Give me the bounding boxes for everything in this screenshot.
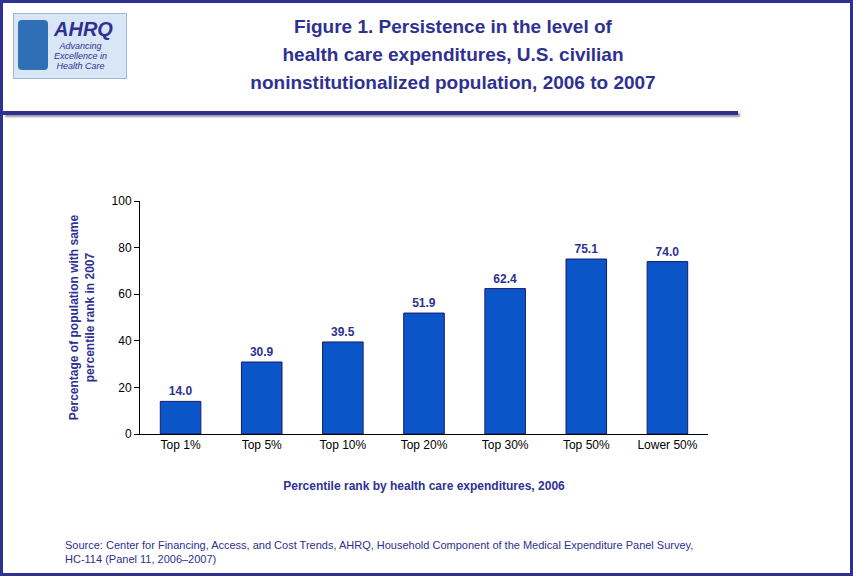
svg-text:Top 5%: Top 5% (242, 438, 282, 452)
svg-text:39.5: 39.5 (331, 325, 355, 339)
svg-text:74.0: 74.0 (656, 245, 680, 259)
svg-text:0: 0 (125, 427, 132, 441)
svg-text:20: 20 (118, 381, 132, 395)
svg-text:60: 60 (118, 287, 132, 301)
svg-text:Top 20%: Top 20% (401, 438, 448, 452)
svg-text:14.0: 14.0 (169, 384, 193, 398)
svg-text:40: 40 (118, 334, 132, 348)
html-text:Figure 1. Persistence in the l: Figure 1. Persistence in the level of he… (250, 16, 656, 93)
svg-text:Top 50%: Top 50% (563, 438, 610, 452)
html-text:AHRQ: AHRQ (54, 18, 113, 40)
svg-text:62.4: 62.4 (493, 272, 517, 286)
svg-text:51.9: 51.9 (412, 296, 436, 310)
svg-text:Percentage of population with: Percentage of population with samepercen… (67, 214, 97, 420)
svg-text:30.9: 30.9 (250, 345, 274, 359)
svg-text:100: 100 (112, 194, 132, 208)
svg-text:Top 10%: Top 10% (320, 438, 367, 452)
svg-text:80: 80 (118, 241, 132, 255)
html-text:Source: Center for Financing,: Source: Center for Financing, Access, an… (65, 539, 694, 565)
svg-text:Percentile rank by health care: Percentile rank by health care expenditu… (283, 479, 565, 493)
html-text:Advancing Excellence in Health: Advancing Excellence in Health Care (54, 41, 107, 71)
svg-text:Lower 50%: Lower 50% (637, 438, 697, 452)
svg-text:75.1: 75.1 (574, 242, 598, 256)
svg-text:Top 1%: Top 1% (161, 438, 201, 452)
svg-text:Top 30%: Top 30% (482, 438, 529, 452)
